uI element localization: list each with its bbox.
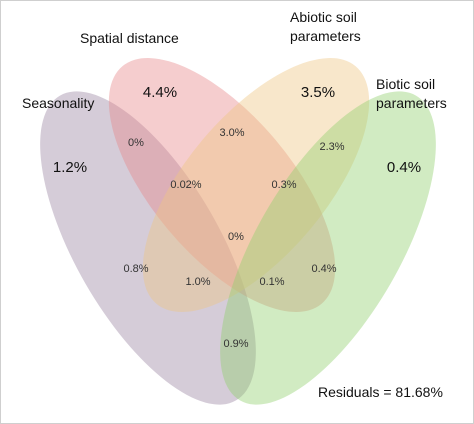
region-seasonality-abiotic: 0.8% [123,263,148,275]
abiotic-soil-parameters-ellipse [142,58,370,312]
venn-ellipses [40,58,436,405]
region-seasonality-only: 1.2% [53,159,87,176]
region-spatial-abiotic-biotic: 0.3% [271,179,296,191]
region-spatial-abiotic: 3.0% [219,127,244,139]
region-seasonality-biotic: 0.9% [223,338,248,350]
spatial-distance-ellipse [108,58,336,312]
region-abiotic-biotic: 2.3% [319,141,344,153]
region-spatial-only: 4.4% [143,84,177,101]
region-biotic-only: 0.4% [387,159,421,176]
region-all-four: 0% [228,231,244,243]
seasonality-ellipse [40,91,256,405]
region-abiotic-only: 3.5% [301,84,335,101]
abiotic-soil-parameters-label: Abiotic soil parameters [290,9,361,44]
seasonality-label: Seasonality [22,95,94,111]
region-seasonality-abiotic-biotic: 1.0% [185,276,210,288]
residuals-label: Residuals = 81.68% [318,384,443,400]
region-spatial-biotic: 0.4% [311,263,336,275]
biotic-soil-parameters-ellipse [220,91,436,405]
region-seasonality-spatial-biotic: 0.1% [259,276,284,288]
biotic-soil-parameters-label: Biotic soil parameters [376,76,447,111]
region-seasonality-spatial-abiotic: 0.02% [170,179,201,191]
region-seasonality-spatial: 0% [128,137,144,149]
spatial-distance-label: Spatial distance [80,30,179,46]
